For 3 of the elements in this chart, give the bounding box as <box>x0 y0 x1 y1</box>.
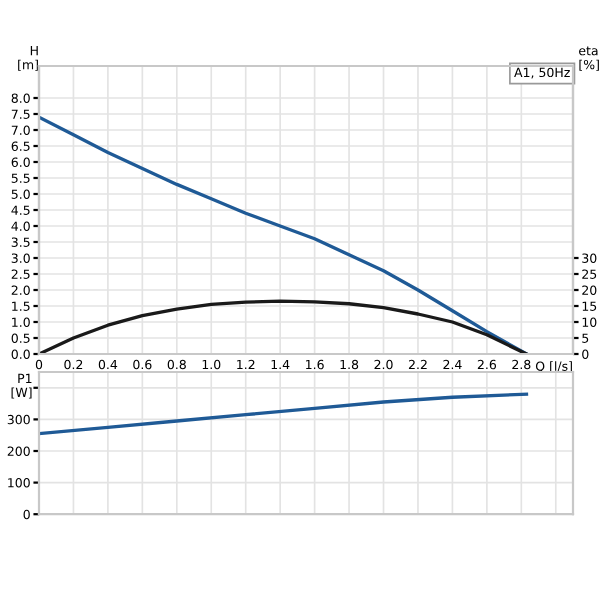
line-series <box>39 392 529 436</box>
line-series <box>39 299 529 354</box>
line-series <box>39 115 529 354</box>
